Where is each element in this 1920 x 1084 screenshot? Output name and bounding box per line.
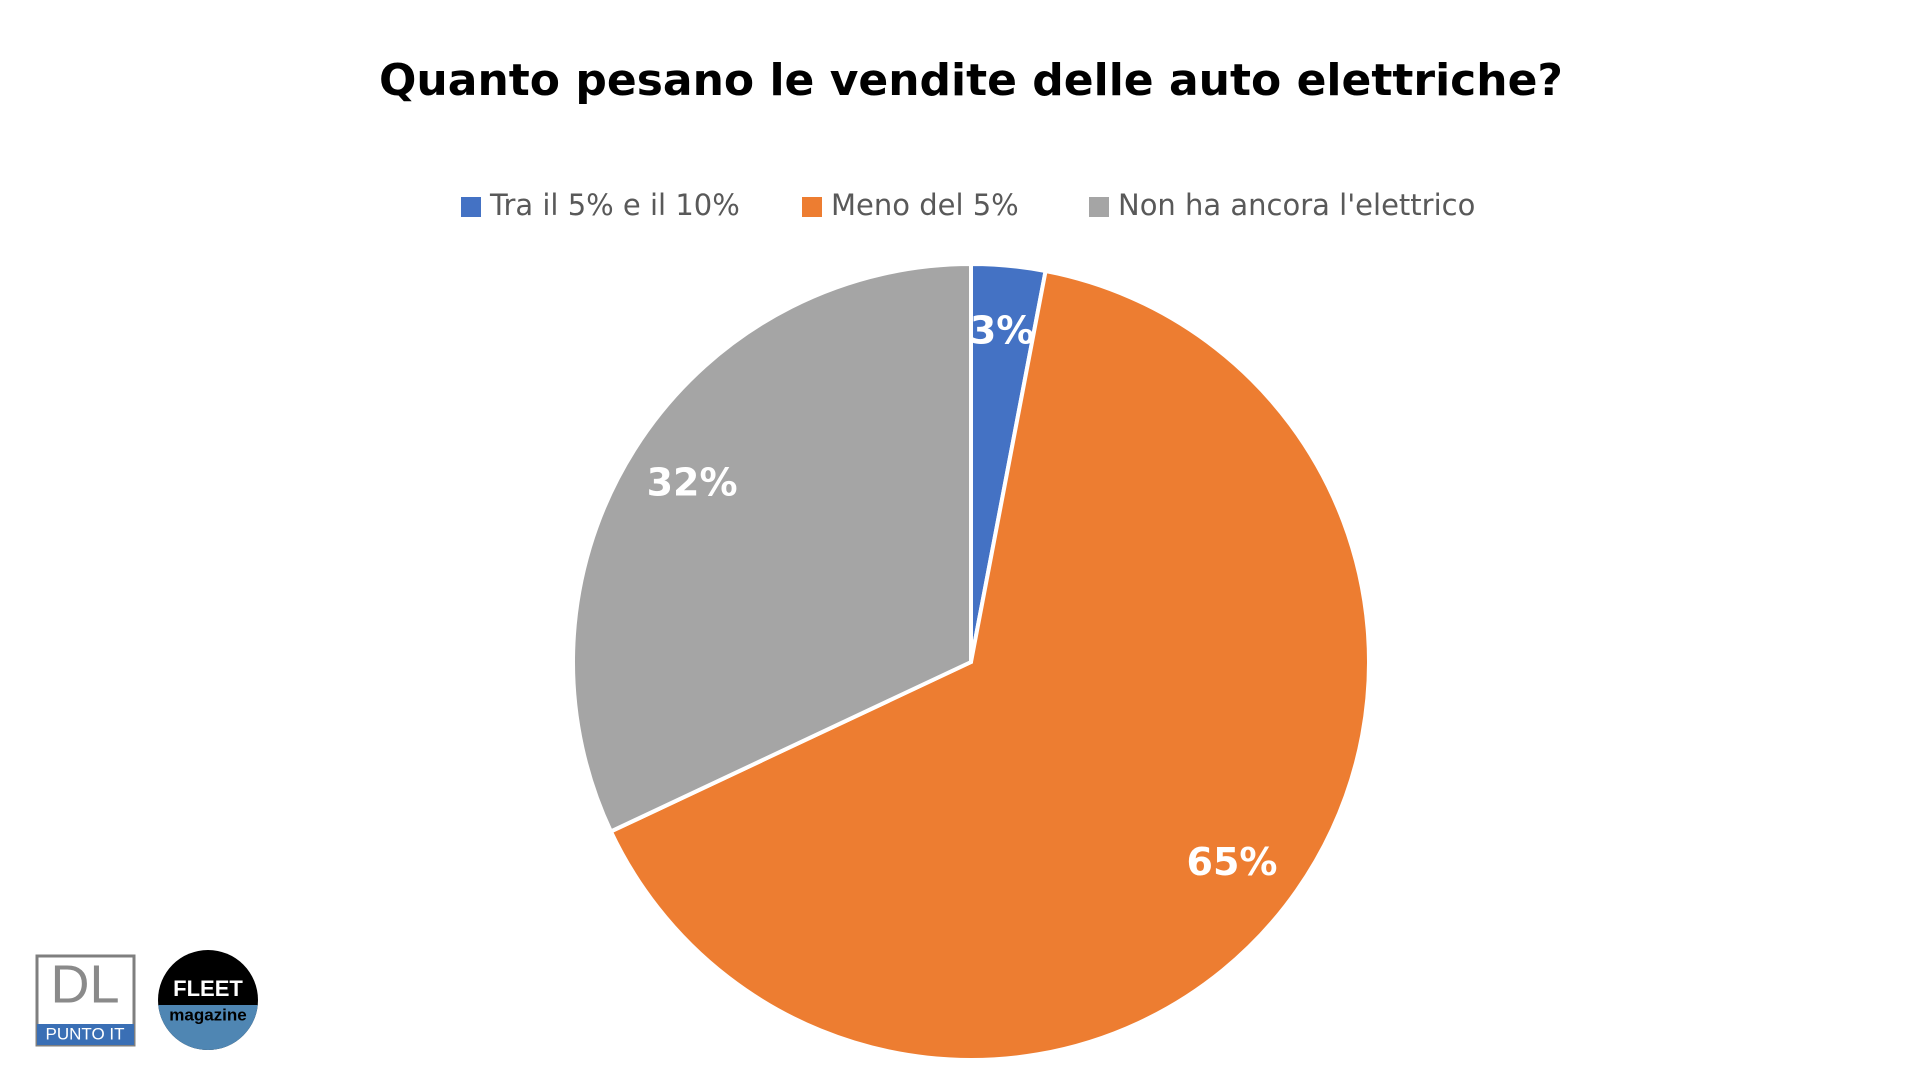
- legend-label: Tra il 5% e il 10%: [489, 188, 740, 222]
- legend-label: Meno del 5%: [831, 188, 1019, 222]
- logo-dl: DL PUNTO IT: [35, 954, 136, 1047]
- logo-subtext: PUNTO IT: [45, 1024, 124, 1043]
- data-label: 32%: [647, 460, 738, 504]
- logo-text: FLEET: [173, 976, 243, 1001]
- chart-title: Quanto pesano le vendite delle auto elet…: [379, 55, 1563, 106]
- data-label: 65%: [1187, 840, 1278, 884]
- pie-slice: [571, 261, 973, 835]
- pie-slice: [608, 268, 1371, 1062]
- legend-swatch: [1089, 197, 1109, 217]
- logo-text: DL: [50, 954, 119, 1014]
- legend-swatch: [802, 197, 822, 217]
- legend-swatch: [461, 197, 481, 217]
- logo-band: [37, 1024, 134, 1045]
- data-label: 3%: [970, 309, 1035, 353]
- logo-subtext: magazine: [169, 1005, 246, 1024]
- legend-label: Non ha ancora l'elettrico: [1118, 188, 1475, 222]
- logo-fleet: FLEET magazine: [158, 950, 258, 1050]
